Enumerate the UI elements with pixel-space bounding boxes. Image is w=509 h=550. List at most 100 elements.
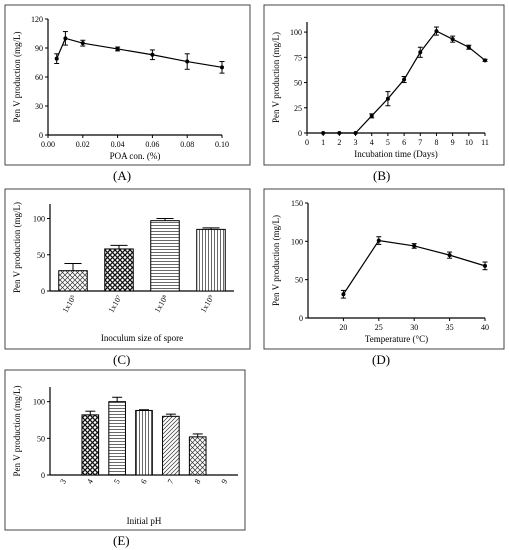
x-tick-label: 2 bbox=[337, 138, 341, 147]
x-tick-label: 0.08 bbox=[180, 140, 194, 149]
x-category-label: 5 bbox=[112, 478, 122, 486]
data-point bbox=[450, 37, 455, 42]
y-axis-label: Pen V production (mg/L) bbox=[12, 202, 22, 293]
data-point bbox=[369, 113, 374, 118]
x-tick-label: 6 bbox=[402, 138, 406, 147]
y-tick-label: 120 bbox=[31, 15, 43, 24]
data-point bbox=[220, 65, 224, 70]
y-tick-label: 60 bbox=[35, 73, 43, 82]
data-point bbox=[63, 36, 68, 41]
x-category-label: 8 bbox=[193, 478, 203, 486]
chart-panel-d: 0 50 100 150 20 25 30 35 40 Temperature (°C) Pen V… bbox=[255, 185, 509, 367]
bar bbox=[81, 414, 100, 476]
y-tick-label: 0 bbox=[41, 471, 45, 480]
data-point bbox=[483, 58, 487, 63]
x-category-label: 4 bbox=[85, 478, 95, 486]
bar bbox=[135, 409, 153, 476]
x-tick-label: 0 bbox=[305, 138, 309, 147]
x-tick-label: 1 bbox=[321, 138, 325, 147]
chart-e-svg: 0 50 100 3 4 5 6 7 8 9 Initial pH Pen V production … bbox=[4, 369, 246, 531]
x-tick-label: 35 bbox=[446, 323, 454, 332]
data-point bbox=[418, 50, 423, 55]
data-point bbox=[447, 253, 452, 258]
chart-b-svg: 0 25 50 75 100 0 1 2 3 4 5 6 7 8 9 10 11 Incubation time … bbox=[263, 4, 505, 166]
y-tick-label: 50 bbox=[37, 434, 45, 443]
bar bbox=[188, 436, 207, 476]
x-tick-label: 5 bbox=[386, 138, 390, 147]
caption-a: (A) bbox=[113, 168, 132, 183]
data-point bbox=[483, 263, 487, 268]
y-tick-label: 0 bbox=[41, 287, 45, 296]
x-tick-label: 0.04 bbox=[111, 140, 125, 149]
bar bbox=[196, 228, 226, 292]
y-axis-label: Pen V production (mg/L) bbox=[12, 386, 22, 477]
y-tick-label: 100 bbox=[33, 398, 45, 407]
y-axis-label: Pen V production (mg/L) bbox=[271, 32, 281, 123]
x-axis-label: Inoculum size of spore bbox=[101, 333, 183, 343]
x-tick-label: 11 bbox=[481, 138, 489, 147]
y-tick-label: 50 bbox=[295, 276, 303, 285]
caption-b: (B) bbox=[373, 168, 391, 183]
y-tick-label: 30 bbox=[35, 102, 43, 111]
x-axis-label: Temperature (°C) bbox=[365, 334, 428, 344]
x-category-label: 6 bbox=[139, 478, 149, 486]
x-tick-label: 4 bbox=[370, 138, 374, 147]
x-tick-label: 25 bbox=[375, 323, 383, 332]
y-tick-label: 0 bbox=[39, 131, 43, 140]
x-category-label: 7 bbox=[166, 478, 176, 486]
x-category-label: 3 bbox=[58, 478, 68, 486]
chart-a-svg: 0 30 60 90 120 0.00 0.02 0.04 0.06 0.08 0.10 POA co… bbox=[4, 4, 251, 166]
data-point bbox=[337, 131, 342, 135]
x-tick-label: 9 bbox=[451, 138, 455, 147]
data-point bbox=[466, 45, 471, 50]
data-point bbox=[185, 59, 190, 64]
data-point bbox=[150, 52, 155, 57]
x-tick-label: 0.06 bbox=[145, 140, 159, 149]
chart-panel-e: 0 50 100 3 4 5 6 7 8 9 Initial pH Pen V production … bbox=[0, 365, 255, 550]
y-axis-label: Pen V production (mg/L) bbox=[12, 32, 22, 123]
x-axis-label: Incubation time (Days) bbox=[354, 149, 437, 159]
x-axis-label: POA con. (%) bbox=[110, 151, 161, 161]
x-tick-label: 8 bbox=[434, 138, 438, 147]
data-point bbox=[412, 243, 417, 248]
y-tick-label: 50 bbox=[294, 79, 302, 88]
x-category-label: 9 bbox=[220, 478, 230, 486]
y-tick-label: 50 bbox=[37, 251, 45, 260]
data-point bbox=[385, 96, 390, 101]
x-tick-label: 30 bbox=[410, 323, 418, 332]
bar bbox=[104, 248, 134, 292]
y-tick-label: 90 bbox=[35, 44, 43, 53]
data-point bbox=[80, 41, 85, 46]
data-point bbox=[353, 131, 358, 135]
x-tick-label: 0.02 bbox=[76, 140, 90, 149]
x-tick-label: 3 bbox=[354, 138, 358, 147]
data-point bbox=[341, 292, 346, 297]
y-axis-label: Pen V production (mg/L) bbox=[271, 215, 281, 306]
chart-panel-a: 0 30 60 90 120 0.00 0.02 0.04 0.06 0.08 0.10 POA co… bbox=[0, 0, 255, 185]
bar bbox=[162, 415, 180, 476]
bar bbox=[150, 220, 180, 292]
data-point bbox=[434, 29, 439, 34]
data-point bbox=[115, 46, 120, 51]
bar bbox=[58, 270, 88, 292]
caption-e: (E) bbox=[113, 533, 130, 548]
data-point bbox=[402, 77, 407, 82]
y-tick-label: 100 bbox=[290, 28, 302, 37]
caption-d: (D) bbox=[372, 352, 391, 367]
caption-c: (C) bbox=[113, 352, 131, 367]
y-tick-label: 100 bbox=[33, 215, 45, 224]
chart-d-svg: 0 50 100 150 20 25 30 35 40 Temperature (°C) Pen V… bbox=[263, 188, 505, 350]
chart-d-frame bbox=[263, 188, 505, 350]
data-point bbox=[321, 131, 326, 135]
data-point bbox=[54, 56, 59, 61]
data-point bbox=[376, 238, 381, 243]
y-tick-label: 0 bbox=[298, 129, 302, 138]
x-axis-label: Initial pH bbox=[127, 516, 162, 526]
y-tick-label: 150 bbox=[291, 199, 303, 208]
x-tick-label: 0.10 bbox=[215, 140, 229, 149]
y-tick-label: 0 bbox=[299, 314, 303, 323]
x-tick-label: 20 bbox=[339, 323, 347, 332]
y-tick-label: 75 bbox=[294, 53, 302, 62]
chart-panel-c: 0 50 100 1x10⁵ 1x10⁷ 1x10⁸ 1x10⁹ Inoculum size … bbox=[0, 185, 255, 367]
